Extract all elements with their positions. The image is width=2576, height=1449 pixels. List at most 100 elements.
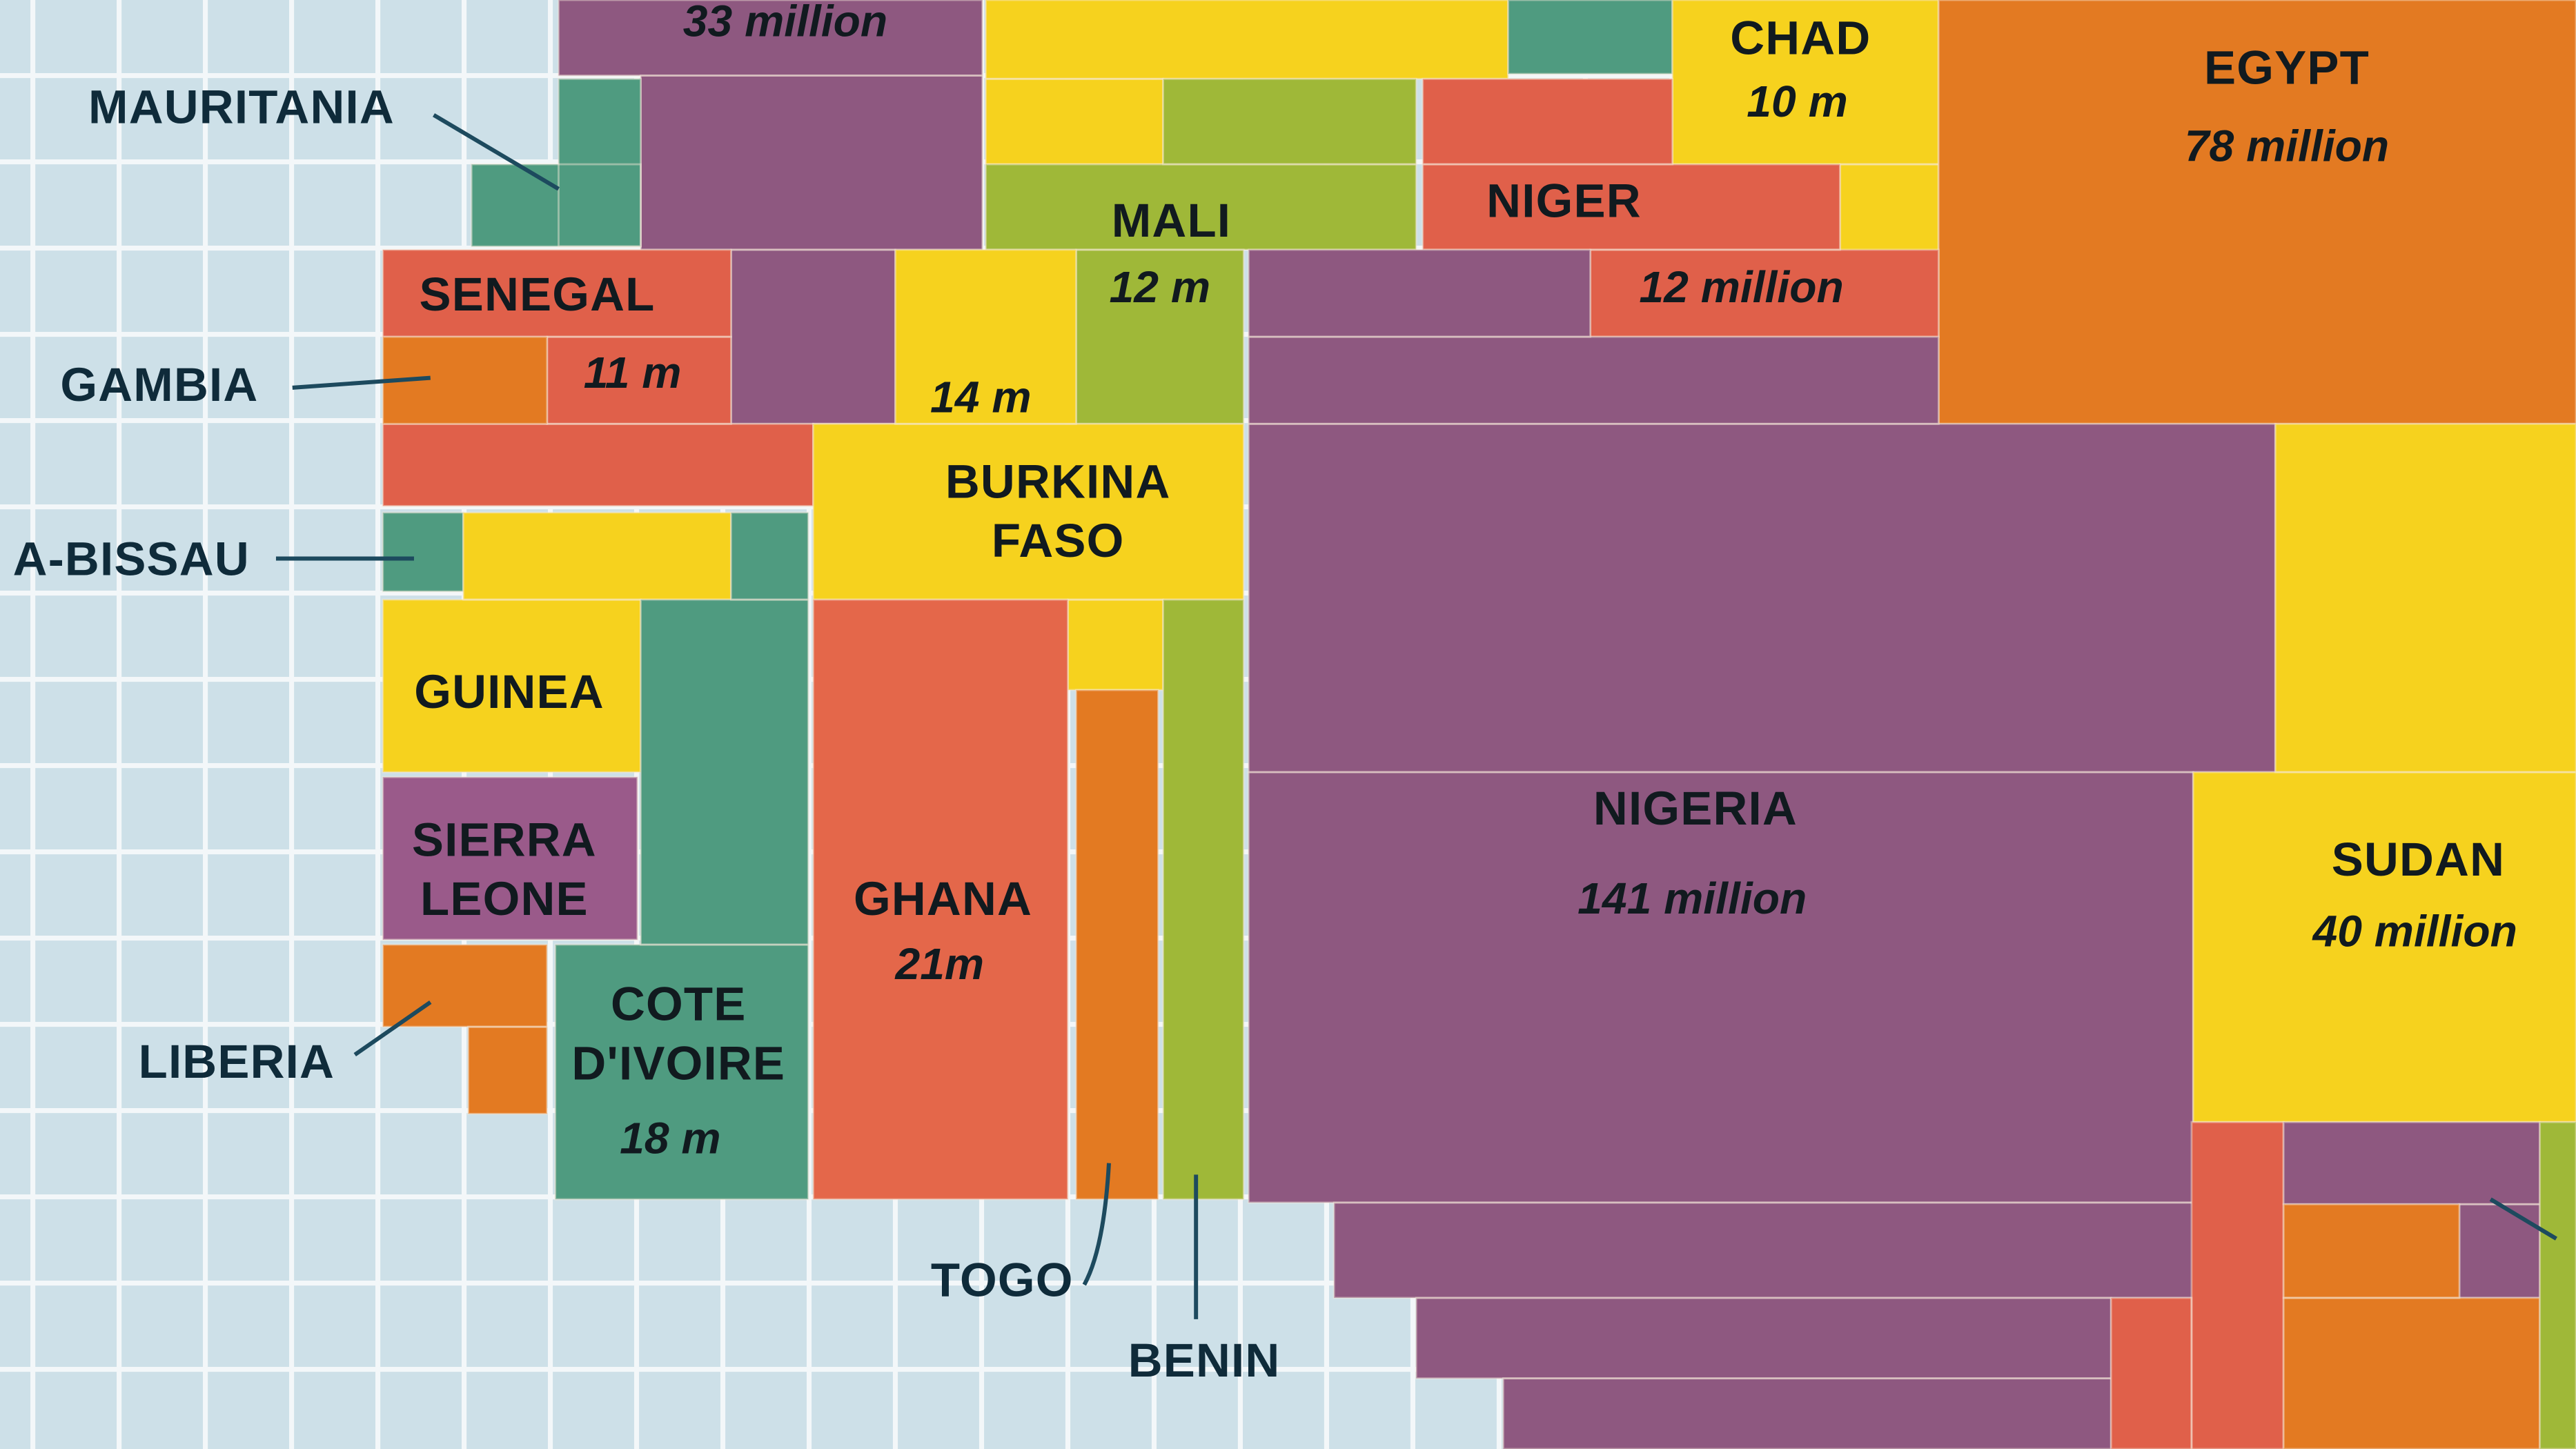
country-block-edge [1422, 163, 1841, 251]
mali-label: MALI [1112, 193, 1231, 247]
country-block-edge [382, 943, 549, 1028]
country-block [1248, 337, 1939, 424]
country-block [2539, 1122, 2576, 1449]
country-block-edge [985, 163, 1417, 251]
country-block [985, 164, 1417, 250]
cote-divoire-label-line1: COTE [611, 977, 747, 1031]
senegal-label: SENEGAL [419, 267, 655, 321]
country-block [1840, 164, 1939, 255]
country-block [558, 0, 983, 76]
country-block-edge [554, 943, 809, 1201]
country-block [2191, 1122, 2284, 1449]
burkina-faso-label-line1: BURKINA [945, 454, 1171, 508]
country-block [382, 777, 638, 940]
liberia-leader [353, 1000, 432, 1057]
country-block-edge [2282, 1203, 2461, 1299]
country-block-edge [1074, 689, 1159, 1201]
country-block [1422, 164, 1840, 250]
senegal-population: 11 m [584, 348, 682, 397]
country-block [2275, 424, 2576, 773]
sierra-leone-label-line1: SIERRA [412, 812, 597, 866]
niger-population: 12 million [1639, 262, 1843, 312]
egypt-label: EGYPT [2204, 40, 2370, 94]
cote-divoire-population: 18 m [620, 1113, 720, 1163]
chad-label: CHAD [1730, 11, 1871, 65]
country-block [1076, 690, 1159, 1200]
burkina-faso-label-line2: FASO [992, 513, 1125, 567]
country-burkina-faso [812, 248, 1245, 691]
mauritania-label: MAURITANIA [88, 80, 395, 134]
gambia-label: GAMBIA [60, 357, 258, 411]
country-block [731, 512, 809, 600]
country-block [555, 945, 809, 1200]
country-block [468, 1027, 547, 1114]
country-block [382, 945, 547, 1027]
country-block-edge [1162, 77, 1417, 166]
country-benin [1162, 598, 1245, 1201]
country-block-edge [730, 511, 809, 601]
country-liberia [382, 943, 549, 1115]
country-nigeria [1247, 248, 2277, 1449]
country-block [2459, 1204, 2540, 1298]
country-block [813, 600, 1068, 1200]
togo-leader [1082, 1163, 1111, 1286]
country-block [895, 249, 1076, 424]
country-block-edge [467, 1025, 549, 1115]
east-leader [2489, 1197, 2557, 1241]
guinea-label: GUINEA [414, 664, 604, 718]
country-mauritania [470, 77, 642, 248]
country-block [985, 0, 1508, 79]
country-block [1076, 249, 1244, 424]
country-block-edge [2539, 1121, 2576, 1449]
country-block [1416, 1297, 2112, 1379]
country-guinea-bissau [382, 511, 464, 593]
liberia-label: LIBERIA [139, 1034, 335, 1088]
country-east-red [2110, 1121, 2285, 1449]
country-block [640, 600, 809, 945]
country-block-edge [1162, 598, 1245, 1201]
country-block [463, 512, 731, 600]
country-block-edge [640, 598, 809, 946]
country-block [382, 600, 641, 773]
sudan-label: SUDAN [2332, 832, 2505, 886]
mauritania-leader [432, 113, 560, 191]
country-block-edge [1247, 248, 1591, 338]
country-block [1248, 772, 2194, 1203]
sierra-leone-label-line2: LEONE [420, 871, 589, 925]
country-guinea [382, 511, 732, 773]
country-block [2283, 1204, 2459, 1298]
country-block [640, 75, 983, 250]
country-block-edge [558, 0, 984, 77]
morocco-population: 33 million [683, 0, 887, 46]
country-block [731, 249, 896, 424]
country-niger [1422, 77, 1940, 338]
country-block [2193, 772, 2576, 1123]
country-block [1503, 1378, 2112, 1449]
togo-label: TOGO [931, 1253, 1074, 1307]
country-block [1938, 0, 2576, 424]
country-block [471, 164, 641, 247]
country-block [2283, 1122, 2540, 1205]
country-block [1508, 0, 1673, 75]
country-ghana [812, 598, 1069, 1201]
country-sierra-leone [382, 776, 639, 941]
country-cote-divoire [554, 511, 809, 1201]
country-block [985, 79, 1163, 165]
country-block-edge [558, 77, 642, 248]
gambia-leader [292, 375, 431, 390]
labels: 33 million MAURITANIA SENEGAL 11 m GAMBI… [13, 0, 2517, 1387]
country-block [1672, 0, 1939, 165]
sudan-population: 40 million [2311, 906, 2517, 956]
country-block [1590, 249, 1939, 337]
country-block-edge [894, 248, 1077, 425]
chad-population: 10 m [1747, 77, 1847, 126]
country-block-edge [812, 598, 1069, 1201]
country-block [1422, 79, 1673, 165]
country-block-edge [382, 776, 639, 941]
country-east-green [2539, 1121, 2576, 1449]
country-algeria [985, 0, 1509, 166]
country-block-edge [470, 163, 642, 248]
guinea-bissau-label: A-BISSAU [13, 531, 250, 585]
ghana-label: GHANA [854, 871, 1032, 925]
country-tunisia-libya [1507, 0, 1674, 75]
